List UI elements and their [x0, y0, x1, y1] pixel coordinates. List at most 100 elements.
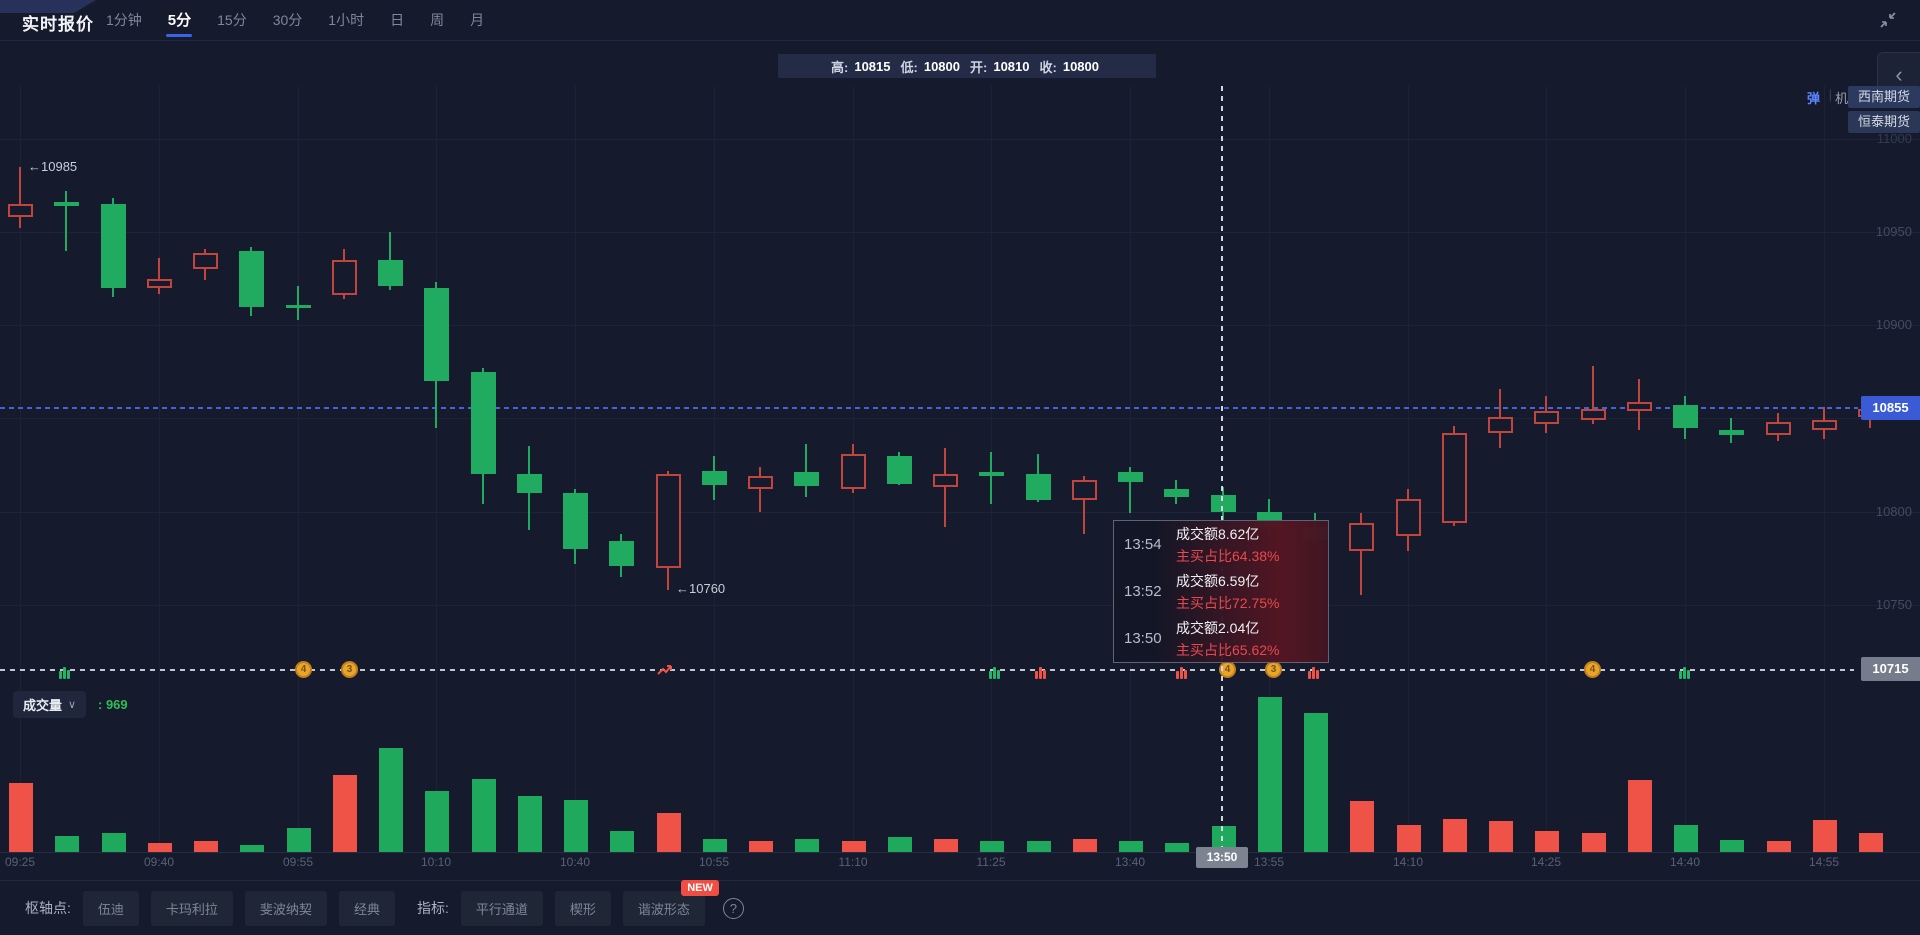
tooltip-time: 13:50	[1124, 630, 1162, 647]
open-label: 开:	[970, 59, 988, 75]
volume-bar	[934, 838, 958, 852]
time-axis-label: 13:40	[1114, 855, 1146, 869]
tab-1小时[interactable]: 1小时	[328, 12, 365, 28]
volume-bar	[1628, 780, 1652, 852]
corner-decoration	[0, 0, 96, 13]
candle-up	[1349, 522, 1374, 551]
tooltip-row: 13:52 成交额6.59亿 主买占比72.75%	[1114, 568, 1328, 615]
header: 实时报价 1分钟 5分 15分 30分 1小时 日 周 月	[0, 0, 1920, 41]
gridline-v	[436, 86, 437, 852]
coin-signal-icon[interactable]: 4	[1584, 661, 1601, 678]
tab-5分[interactable]: 5分	[168, 0, 191, 41]
high-annotation: ←10985	[28, 159, 78, 174]
red-bars-signal-icon[interactable]	[1304, 661, 1322, 679]
indicator-button-谐波形态[interactable]: 谐波形态 NEW	[622, 879, 719, 926]
tab-月[interactable]: 月	[470, 12, 485, 28]
tooltip-lines: 成交额8.62亿 主买占比64.38%	[1176, 524, 1279, 566]
tooltip-amount: 成交额8.62亿	[1176, 525, 1260, 542]
candle-down	[54, 202, 79, 206]
pivot-button-斐波纳契[interactable]: 斐波纳契	[244, 890, 327, 926]
candle-up	[1534, 410, 1559, 424]
collapse-icon[interactable]	[1878, 10, 1898, 30]
price-axis-label: 10950	[1875, 224, 1912, 239]
candle-up	[841, 453, 866, 490]
tab-周[interactable]: 周	[430, 12, 445, 28]
volume-bar	[148, 842, 172, 852]
drawing-toolbar: 枢轴点: 伍迪 卡玛利拉 斐波纳契 经典 指标: 平行通道 楔形 谐波形态 NEW ?	[0, 879, 1920, 935]
volume-bar	[749, 840, 773, 852]
indicator-button-平行通道[interactable]: 平行通道	[460, 890, 543, 926]
green-bars-signal-icon[interactable]	[55, 661, 73, 679]
signal-bar	[988, 671, 992, 679]
time-axis-label: 11:25	[976, 855, 1006, 869]
volume-bar	[703, 838, 727, 852]
time-axis-label: 10:40	[559, 855, 591, 869]
tab-30分[interactable]: 30分	[272, 12, 303, 28]
signal-bar	[1034, 671, 1038, 679]
green-bars-signal-icon[interactable]	[985, 661, 1003, 679]
indicator-button-楔形[interactable]: 楔形	[554, 890, 611, 926]
volume-bar	[194, 840, 218, 852]
volume-bar	[240, 844, 264, 852]
coin-signal-icon[interactable]: 3	[1265, 661, 1282, 678]
green-bars-signal-icon[interactable]	[1675, 661, 1693, 679]
tooltip-time: 13:54	[1124, 536, 1162, 553]
pivot-button-经典[interactable]: 经典	[338, 890, 395, 926]
volume-bar	[795, 838, 819, 852]
candle-up	[933, 474, 958, 488]
tooltip-row: 13:50 成交额2.04亿 主买占比65.62%	[1114, 615, 1328, 662]
tab-15分[interactable]: 15分	[217, 12, 247, 28]
crosshair-vertical	[1221, 86, 1223, 852]
price-axis-label: 10750	[1875, 596, 1912, 612]
signal-bar	[1175, 671, 1179, 679]
volume-bar	[1813, 820, 1837, 852]
coin-signal-icon[interactable]: 4	[295, 661, 312, 678]
candle-wick	[759, 466, 761, 512]
red-bars-signal-icon[interactable]	[1031, 661, 1049, 679]
tab-日[interactable]: 日	[390, 12, 405, 28]
pivot-button-伍迪[interactable]: 伍迪	[82, 890, 139, 926]
volume-bar	[1767, 841, 1791, 852]
broker-tag-hengtai[interactable]: 恒泰期货	[1847, 111, 1920, 133]
broker-tag-xinan[interactable]: 西南期货	[1847, 86, 1920, 108]
candle-up	[1581, 409, 1606, 421]
candle-down	[1026, 474, 1051, 501]
gridline-v	[1685, 86, 1686, 852]
tab-1分钟[interactable]: 1分钟	[106, 12, 142, 28]
volume-bar	[425, 790, 449, 852]
candle-down	[887, 455, 912, 484]
broker-panel: 弹 | 机 西南期货 恒泰期货	[1790, 86, 1920, 136]
help-icon[interactable]: ?	[722, 897, 744, 919]
gridline-h	[0, 232, 1920, 233]
volume-indicator-dropdown[interactable]: 成交量 ∨	[13, 691, 87, 718]
candle-wick	[19, 166, 21, 229]
candle-down	[101, 204, 126, 288]
signal-bar	[62, 667, 66, 679]
close-label: 收:	[1039, 59, 1057, 75]
signal-bar	[1179, 667, 1183, 679]
pivot-button-卡玛利拉[interactable]: 卡玛利拉	[150, 890, 233, 926]
candle-wick	[1129, 466, 1131, 514]
red-bars-signal-icon[interactable]	[1172, 661, 1190, 679]
tooltip-amount: 成交额6.59亿	[1176, 572, 1260, 589]
gridline-h	[0, 604, 1920, 606]
partial-text: 机	[1834, 91, 1848, 106]
gridline-h	[0, 418, 1920, 420]
tooltip-lines: 成交额6.59亿 主买占比72.75%	[1176, 571, 1279, 613]
candle-wick	[1360, 513, 1362, 596]
candle-wick	[297, 286, 299, 320]
signal-bar	[1678, 671, 1682, 679]
candle-down	[1118, 472, 1143, 482]
time-axis-label: 09:25	[4, 855, 36, 869]
crosshair-time-badge: 13:50	[1196, 847, 1248, 868]
low-label: 低:	[900, 59, 918, 75]
coin-signal-icon[interactable]: 3	[341, 661, 358, 678]
signal-bar	[1311, 667, 1315, 679]
time-axis-label: 10:55	[698, 855, 730, 869]
danmu-icon[interactable]: 弹	[1806, 91, 1820, 106]
gridline-v	[20, 86, 21, 852]
gridline-v	[1269, 86, 1270, 852]
trend-signal-icon[interactable]	[656, 661, 674, 679]
time-axis-label: 09:40	[143, 855, 175, 869]
candle-down	[1673, 405, 1698, 428]
